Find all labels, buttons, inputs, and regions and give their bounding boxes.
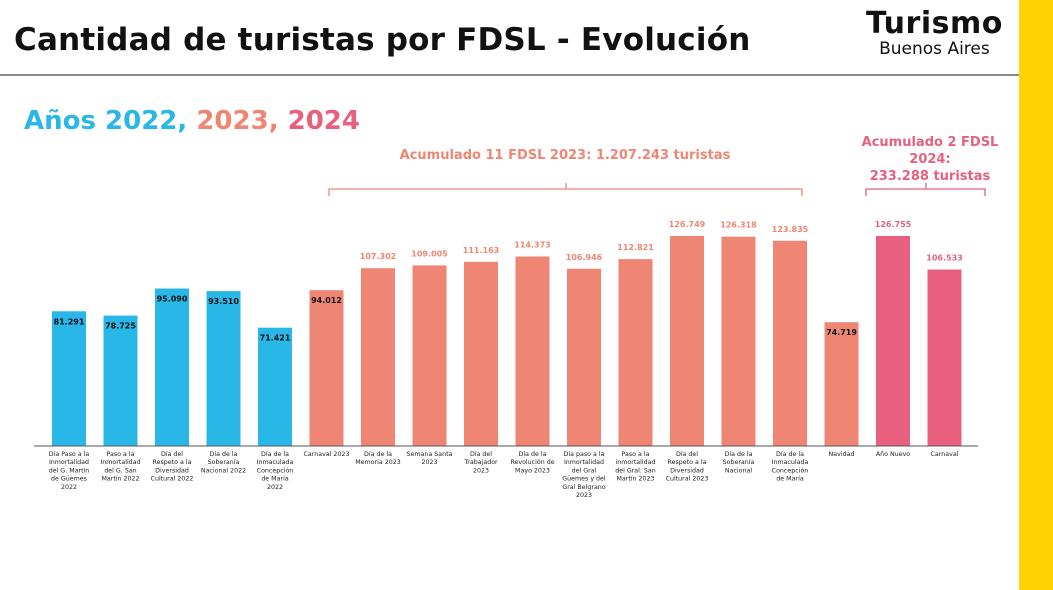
value-label-3: 93.510 bbox=[208, 297, 239, 306]
bar-5 bbox=[309, 290, 344, 446]
value-label-11: 112.821 bbox=[617, 243, 654, 252]
logo-sub-text: Buenos Aires bbox=[879, 39, 990, 59]
legend-prefix: Años bbox=[24, 106, 106, 136]
category-label-2: Día del Respeto a la Diversidad Cultural 20… bbox=[151, 450, 194, 483]
legend-2022: 2022, bbox=[105, 106, 197, 136]
bar-13 bbox=[721, 236, 756, 446]
category-label-11: Paso a la inmortalidad del Gral. San Martín… bbox=[615, 451, 656, 483]
value-label-6: 107.302 bbox=[360, 252, 396, 261]
annotation-brackets bbox=[328, 183, 986, 196]
years-legend: Años 2022, 2023, 2024 bbox=[24, 106, 360, 136]
value-label-14: 123.835 bbox=[772, 225, 809, 234]
category-label-7: Semana Santa 2023 bbox=[407, 451, 453, 466]
bracket-2024 bbox=[865, 183, 986, 196]
value-label-17: 106.533 bbox=[926, 254, 962, 263]
bar-9 bbox=[515, 256, 550, 446]
brand-logo: Turismo Buenos Aires bbox=[866, 6, 1003, 59]
value-label-8: 111.163 bbox=[463, 246, 499, 255]
accumulated-2023-annotation: Acumulado 11 FDSL 2023: 1.207.243 turist… bbox=[399, 148, 731, 163]
bar-12 bbox=[670, 236, 704, 446]
category-label-4: Día de la Inmaculada Concepción de María 202… bbox=[257, 450, 294, 491]
title-divider bbox=[0, 74, 1019, 76]
category-label-17: Carnaval bbox=[931, 451, 959, 458]
category-label-16: Año Nuevo bbox=[876, 451, 910, 458]
category-label-6: Día de la Memoria 2023 bbox=[355, 450, 401, 466]
category-label-3: Día de la Soberanía Nacional 2022 bbox=[201, 450, 246, 474]
bracket-2023 bbox=[328, 183, 803, 196]
value-label-12: 126.749 bbox=[669, 220, 706, 229]
category-label-12: Día del Respeto a la Diversidad Cultural 20… bbox=[666, 450, 709, 483]
accumulated-2024-annotation: Acumulado 2 FDSL 2024: 233.288 turistas bbox=[840, 134, 1020, 185]
value-label-4: 71.421 bbox=[260, 334, 291, 343]
category-label-0: Día Paso a la Inmortalidad del G. Martín de… bbox=[49, 450, 90, 491]
bar-2 bbox=[155, 288, 189, 446]
value-label-13: 126.318 bbox=[720, 221, 757, 230]
bar-chart: 81.291 78.725 95.090 93.510 71.421 94.012 107.… bbox=[34, 183, 986, 499]
category-label-15: Navidad bbox=[829, 451, 855, 458]
category-label-9: Día de la Revolución de Mayo 2023 bbox=[510, 450, 554, 474]
bar-16 bbox=[876, 236, 910, 446]
value-label-5: 94.012 bbox=[311, 296, 342, 305]
bar-7 bbox=[412, 265, 447, 446]
bar-14 bbox=[773, 240, 807, 446]
bar-11 bbox=[618, 259, 653, 446]
bar-4 bbox=[258, 327, 292, 446]
value-label-9: 114.373 bbox=[514, 241, 550, 250]
page-title: Cantidad de turistas por FDSL - Evolució… bbox=[14, 22, 751, 58]
category-label-14: Día de la Inmaculada Concepción de María bbox=[772, 450, 809, 483]
value-label-16: 126.755 bbox=[875, 220, 912, 229]
value-label-7: 109.005 bbox=[411, 249, 448, 258]
value-label-15: 74.719 bbox=[826, 328, 857, 337]
category-label-13: Día de la Soberanía Nacional bbox=[723, 450, 755, 474]
value-label-1: 78.725 bbox=[105, 322, 136, 331]
logo-main-text: Turismo bbox=[866, 6, 1003, 41]
bar-1 bbox=[103, 315, 138, 446]
bar-8 bbox=[464, 261, 498, 446]
accumulated-2024-line2: 233.288 turistas bbox=[869, 169, 991, 184]
bar-0 bbox=[52, 311, 86, 446]
legend-2024: 2024 bbox=[287, 106, 360, 136]
category-label-8: Día del Trabajador 2023 bbox=[463, 450, 498, 474]
bar-6 bbox=[361, 268, 395, 446]
category-label-10: Día paso a la Inmortalidad del Gral Güemes … bbox=[562, 450, 606, 499]
category-label-1: Paso a la Inmortalidad del G. San Martín 20… bbox=[100, 451, 140, 483]
accent-side-bar bbox=[1019, 0, 1053, 590]
bar-3 bbox=[206, 291, 241, 446]
value-label-0: 81.291 bbox=[54, 317, 85, 326]
bar-17 bbox=[927, 269, 962, 446]
category-label-5: Carnaval 2023 bbox=[304, 451, 350, 458]
accumulated-2024-line1: Acumulado 2 FDSL 2024: bbox=[861, 135, 999, 167]
value-label-2: 95.090 bbox=[157, 295, 188, 304]
bar-10 bbox=[567, 268, 601, 446]
legend-2023: 2023, bbox=[196, 106, 288, 136]
value-label-10: 106.946 bbox=[566, 253, 603, 262]
bar-15 bbox=[824, 322, 859, 446]
